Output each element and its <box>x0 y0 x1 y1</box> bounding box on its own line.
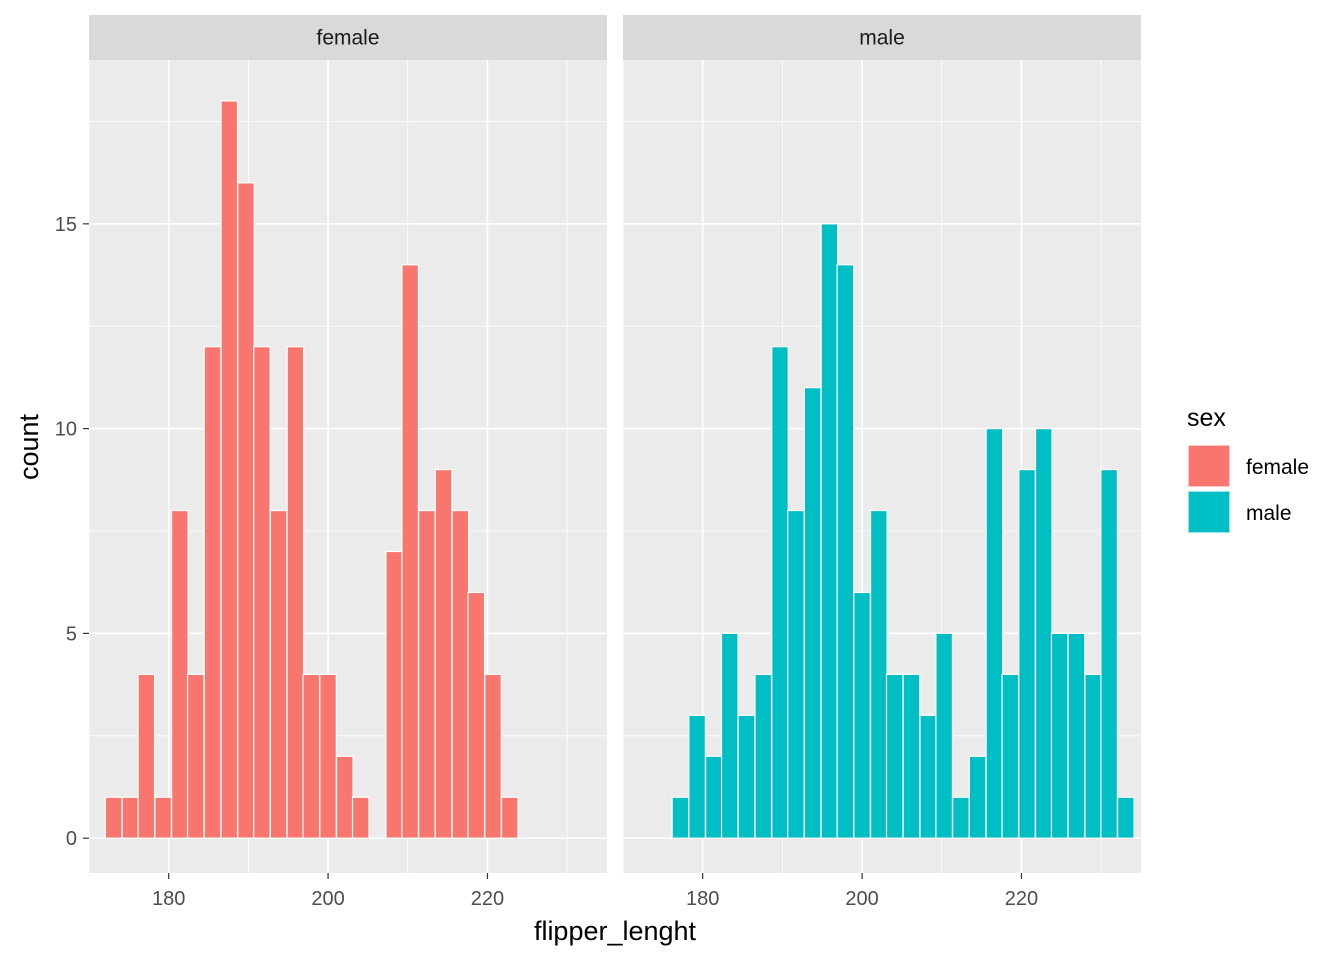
facet-panel-female: female <box>88 15 607 873</box>
histogram-bar <box>186 673 205 839</box>
histogram-bar <box>1067 632 1086 839</box>
histogram-bar <box>500 796 519 839</box>
histogram-bar <box>919 714 938 839</box>
y-tick-label: 15 <box>55 214 77 236</box>
histogram-bar <box>401 264 420 839</box>
y-tick-label: 10 <box>55 419 77 441</box>
legend-items: female male <box>1187 444 1309 534</box>
histogram-bar <box>137 673 156 839</box>
histogram-bar <box>1001 673 1020 839</box>
legend-label-female: female <box>1246 456 1309 479</box>
y-tick-label: 0 <box>66 828 77 850</box>
histogram-bar <box>121 796 140 839</box>
histogram-bar <box>451 509 470 839</box>
histogram-bar <box>484 673 502 839</box>
histogram-bar <box>1018 468 1036 839</box>
histogram-bar <box>968 755 987 839</box>
histogram-bar <box>705 755 723 839</box>
x-tick-label: 200 <box>845 888 878 910</box>
legend-key-male <box>1187 490 1231 534</box>
facet-panels: female male <box>88 15 1141 873</box>
histogram-bar <box>853 591 871 839</box>
x-axis-title: flipper_lenght <box>534 916 697 946</box>
histogram-bar <box>385 550 404 839</box>
histogram-bar <box>237 182 255 839</box>
histogram-bar <box>253 346 271 839</box>
legend: sex female male <box>1187 404 1309 534</box>
histogram-bar <box>269 509 288 839</box>
histogram-bar <box>688 714 706 839</box>
facet-strip <box>89 15 607 60</box>
facet-panel-male: male <box>622 15 1141 873</box>
histogram-bar <box>319 673 337 839</box>
y-axis-title: count <box>14 413 44 480</box>
histogram-bar <box>820 223 839 839</box>
histogram-bar <box>985 428 1004 839</box>
x-tick-label: 220 <box>1005 888 1038 910</box>
histogram-bar <box>737 714 756 839</box>
histogram-bar <box>885 673 904 839</box>
histogram-bar <box>935 632 954 839</box>
axes: 180 200 220 180 200 220 0 5 10 15 <box>55 214 1038 910</box>
facet-strip-label: male <box>859 27 905 50</box>
histogram-bar <box>1117 796 1135 839</box>
panel-background <box>89 60 607 873</box>
histogram-bar <box>836 264 855 839</box>
histogram-bar <box>771 346 789 839</box>
histogram-bar <box>902 673 921 839</box>
histogram-bar <box>671 796 690 839</box>
histogram-bar <box>418 509 436 839</box>
y-tick-label: 5 <box>66 623 77 645</box>
histogram-bar <box>302 673 321 839</box>
legend-label-male: male <box>1246 502 1292 525</box>
histogram-bar <box>952 796 970 839</box>
histogram-bar <box>434 468 453 839</box>
histogram-bar <box>1100 468 1118 839</box>
histogram-bar <box>1034 428 1053 839</box>
facet-strip-label: female <box>316 27 379 50</box>
histogram-bar <box>787 509 805 839</box>
legend-key-female <box>1187 444 1231 488</box>
histogram-bar <box>351 796 370 839</box>
facet-strip <box>623 15 1141 60</box>
histogram-bar <box>754 673 773 839</box>
legend-title: sex <box>1187 404 1226 432</box>
histogram-bar <box>203 346 222 839</box>
histogram-bar <box>720 632 739 839</box>
histogram-bar <box>286 346 305 839</box>
histogram-bar <box>104 796 123 839</box>
histogram-bar <box>335 755 354 839</box>
histogram-bar <box>220 100 239 839</box>
x-tick-label: 180 <box>686 888 719 910</box>
histogram-bar <box>869 509 888 839</box>
histogram-bar <box>467 591 486 839</box>
histogram-bar <box>1050 632 1069 839</box>
histogram-bar <box>154 796 172 839</box>
histogram-bar <box>803 387 822 839</box>
x-tick-label: 180 <box>152 888 185 910</box>
histogram-bar <box>1084 673 1103 839</box>
histogram-bar <box>171 509 189 839</box>
x-tick-label: 200 <box>311 888 344 910</box>
x-tick-label: 220 <box>471 888 504 910</box>
